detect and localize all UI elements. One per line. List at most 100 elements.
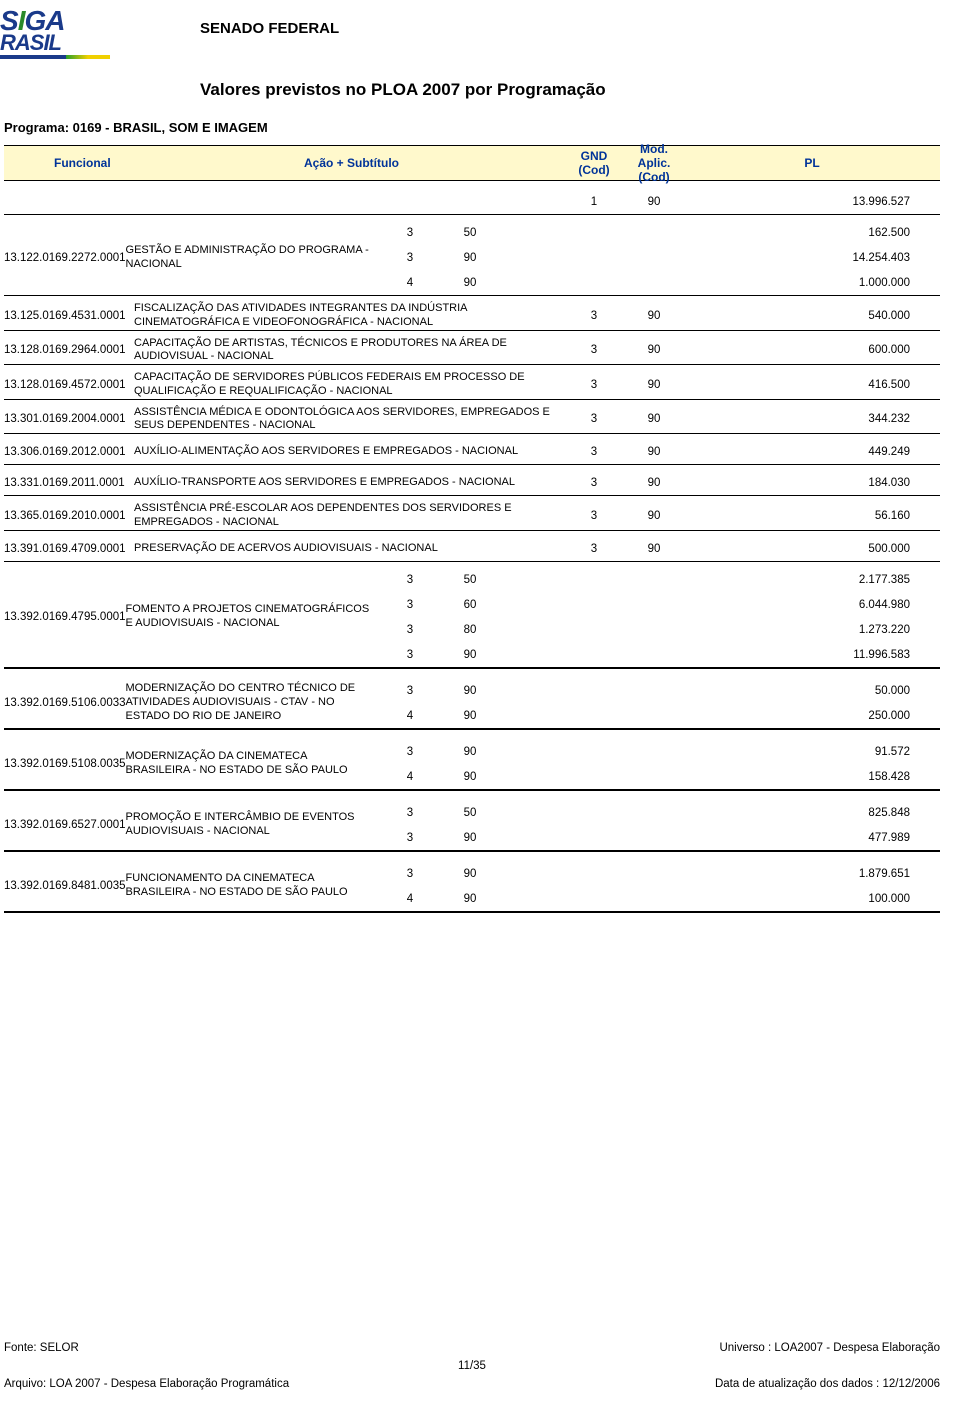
table-row: 13.392.0169.4795.0001FOMENTO A PROJETOS … (4, 568, 940, 667)
cell-acao: PROMOÇÃO E INTERCÂMBIO DE EVENTOS AUDIOV… (126, 811, 380, 839)
cell-funcional: 13.128.0169.2964.0001 (4, 344, 134, 356)
cell-values: 390449.249 (564, 440, 940, 464)
cell-mod: 90 (624, 543, 684, 555)
cell-mod: 90 (440, 649, 500, 661)
table-row: 13.122.0169.2272.0001GESTÃO E ADMINISTRA… (4, 221, 940, 295)
cell-pl: 250.000 (500, 710, 940, 722)
footer-arquivo: Arquivo: LOA 2007 - Despesa Elaboração P… (4, 1378, 289, 1390)
cell-gnd: 3 (380, 599, 440, 611)
cell-pl: 100.000 (500, 893, 940, 905)
cell-values: 390184.030 (564, 471, 940, 495)
cell-pl: 50.000 (500, 685, 940, 697)
value-line: 39014.254.403 (380, 246, 940, 270)
cell-gnd: 3 (380, 807, 440, 819)
cell-funcional: 13.392.0169.5108.0035 (4, 758, 126, 770)
cell-mod: 90 (440, 277, 500, 289)
cell-values: 390344.232 (564, 407, 940, 431)
table-row: 13.125.0169.4531.0001FISCALIZAÇÃO DAS AT… (4, 302, 940, 330)
cell-mod: 90 (624, 510, 684, 522)
cell-gnd: 3 (564, 477, 624, 489)
cell-mod: 90 (440, 252, 500, 264)
cell-mod: 60 (440, 599, 500, 611)
value-line: 4901.000.000 (380, 271, 940, 295)
cell-gnd: 4 (380, 277, 440, 289)
table-row: 13.392.0169.5108.0035MODERNIZAÇÃO DA CIN… (4, 740, 940, 789)
cell-values: 350162.50039014.254.4034901.000.000 (380, 221, 940, 295)
value-line: 390449.249 (564, 440, 940, 464)
value-line: 3502.177.385 (380, 568, 940, 592)
cell-gnd: 3 (564, 413, 624, 425)
cell-mod: 90 (440, 832, 500, 844)
cell-pl: 449.249 (684, 446, 940, 458)
cell-values: 390416.500 (564, 373, 940, 397)
cell-acao: FUNCIONAMENTO DA CINEMATECA BRASILEIRA -… (126, 872, 380, 900)
cell-acao: CAPACITAÇÃO DE SERVIDORES PÚBLICOS FEDER… (134, 371, 564, 399)
cell-gnd: 3 (564, 310, 624, 322)
cell-gnd: 4 (380, 893, 440, 905)
cell-pl: 1.879.651 (500, 868, 940, 880)
cell-funcional: 13.122.0169.2272.0001 (4, 252, 126, 264)
cell-gnd: 4 (380, 710, 440, 722)
value-line: 19013.996.527 (564, 190, 940, 214)
cell-acao: AUXÍLIO-TRANSPORTE AOS SERVIDORES E EMPR… (134, 476, 564, 490)
cell-mod: 90 (624, 379, 684, 391)
cell-acao: GESTÃO E ADMINISTRAÇÃO DO PROGRAMA - NAC… (126, 244, 380, 272)
cell-mod: 80 (440, 624, 500, 636)
col-header-acao: Ação + Subtítulo (184, 156, 564, 170)
table-header: Funcional Ação + Subtítulo GND(Cod) Mod.… (4, 145, 940, 181)
value-line: 390477.989 (380, 826, 940, 850)
value-line: 390540.000 (564, 304, 940, 328)
cell-funcional: 13.392.0169.5106.0033 (4, 697, 126, 709)
cell-gnd: 4 (380, 771, 440, 783)
cell-gnd: 1 (564, 196, 624, 208)
cell-mod: 90 (440, 710, 500, 722)
cell-values: 350825.848390477.989 (380, 801, 940, 850)
value-line: 350162.500 (380, 221, 940, 245)
value-line: 350825.848 (380, 801, 940, 825)
table-row: 13.392.0169.8481.0035FUNCIONAMENTO DA CI… (4, 862, 940, 911)
cell-funcional: 13.306.0169.2012.0001 (4, 446, 134, 458)
cell-gnd: 3 (380, 574, 440, 586)
cell-gnd: 3 (564, 446, 624, 458)
col-header-funcional: Funcional (4, 156, 184, 170)
cell-funcional: 13.365.0169.2010.0001 (4, 510, 134, 522)
cell-pl: 14.254.403 (500, 252, 940, 264)
cell-values: 390600.000 (564, 338, 940, 362)
footer-universo: Universo : LOA2007 - Despesa Elaboração (719, 1342, 940, 1354)
table-row: 13.331.0169.2011.0001AUXÍLIO-TRANSPORTE … (4, 471, 940, 495)
cell-values: 390540.000 (564, 304, 940, 328)
table-row: 13.128.0169.4572.0001CAPACITAÇÃO DE SERV… (4, 371, 940, 399)
cell-funcional: 13.391.0169.4709.0001 (4, 543, 134, 555)
cell-gnd: 3 (380, 227, 440, 239)
cell-values: 390500.000 (564, 537, 940, 561)
table-row: 13.365.0169.2010.0001ASSISTÊNCIA PRÉ-ESC… (4, 502, 940, 530)
value-line: 39011.996.583 (380, 643, 940, 667)
cell-funcional: 13.331.0169.2011.0001 (4, 477, 134, 489)
cell-pl: 825.848 (500, 807, 940, 819)
cell-gnd: 3 (380, 832, 440, 844)
cell-gnd: 3 (380, 685, 440, 697)
cell-gnd: 3 (380, 746, 440, 758)
org-title: SENADO FEDERAL (200, 20, 339, 37)
cell-acao: AUXÍLIO-ALIMENTAÇÃO AOS SERVIDORES E EMP… (134, 445, 564, 459)
value-line: 490158.428 (380, 765, 940, 789)
cell-funcional: 13.301.0169.2004.0001 (4, 413, 134, 425)
cell-funcional: 13.392.0169.6527.0001 (4, 819, 126, 831)
report-title: Valores previstos no PLOA 2007 por Progr… (200, 80, 606, 100)
cell-pl: 540.000 (684, 310, 940, 322)
value-line: 39050.000 (380, 679, 940, 703)
cell-values: 19013.996.527 (564, 190, 940, 214)
value-line: 390416.500 (564, 373, 940, 397)
cell-pl: 11.996.583 (500, 649, 940, 661)
cell-mod: 90 (440, 868, 500, 880)
cell-pl: 1.273.220 (500, 624, 940, 636)
value-line: 3801.273.220 (380, 618, 940, 642)
cell-mod: 90 (624, 310, 684, 322)
cell-pl: 184.030 (684, 477, 940, 489)
value-line: 39056.160 (564, 504, 940, 528)
cell-acao: ASSISTÊNCIA PRÉ-ESCOLAR AOS DEPENDENTES … (134, 502, 564, 530)
programa-label: Programa: 0169 - BRASIL, SOM E IMAGEM (4, 120, 268, 135)
table-row: 13.391.0169.4709.0001PRESERVAÇÃO DE ACER… (4, 537, 940, 561)
table-row: 13.392.0169.5106.0033MODERNIZAÇÃO DO CEN… (4, 679, 940, 728)
cell-pl: 416.500 (684, 379, 940, 391)
